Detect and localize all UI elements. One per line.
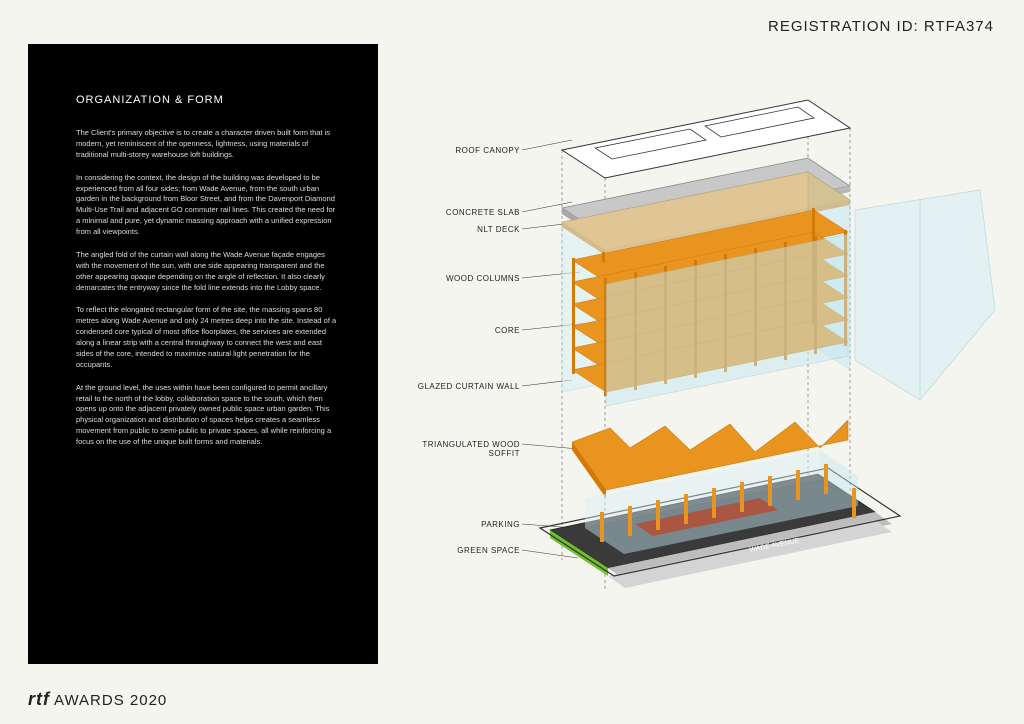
- panel-para: At the ground level, the uses within hav…: [76, 383, 338, 448]
- panel-para: To reflect the elongated rectangular for…: [76, 305, 338, 370]
- diagram-svg: WADE AVENUE: [400, 60, 1010, 660]
- footer: rtf AWARDS 2020: [28, 689, 167, 710]
- glass-panel-right: [855, 190, 995, 400]
- footer-logo: rtf: [28, 689, 50, 710]
- panel-para: In considering the context, the design o…: [76, 173, 338, 238]
- text-panel: ORGANIZATION & FORM The Client's primary…: [28, 44, 378, 664]
- panel-para: The Client's primary objective is to cre…: [76, 128, 338, 161]
- footer-text: AWARDS 2020: [54, 692, 167, 709]
- panel-para: The angled fold of the curtain wall alon…: [76, 250, 338, 294]
- exploded-diagram: ROOF CANOPY CONCRETE SLAB NLT DECK WOOD …: [400, 60, 1010, 660]
- registration-id: REGISTRATION ID: RTFA374: [768, 18, 994, 35]
- panel-title: ORGANIZATION & FORM: [76, 94, 338, 106]
